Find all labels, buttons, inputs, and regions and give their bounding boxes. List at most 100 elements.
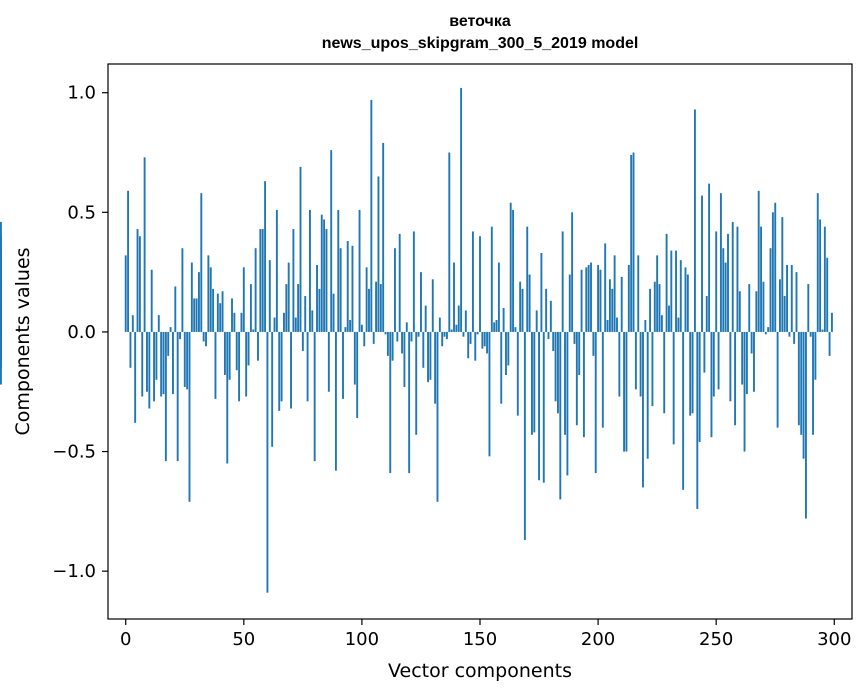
bar xyxy=(528,274,531,332)
bar xyxy=(438,317,441,332)
bar xyxy=(219,303,222,332)
bar xyxy=(497,262,500,332)
bar xyxy=(181,248,184,332)
bar xyxy=(575,331,578,426)
y-tick-label: 0.5 xyxy=(67,202,96,223)
bar xyxy=(547,331,550,340)
bar xyxy=(252,329,255,332)
bar xyxy=(127,190,130,332)
bar xyxy=(495,319,498,332)
bar xyxy=(630,154,633,332)
bar xyxy=(216,293,219,332)
bar xyxy=(297,284,300,332)
bar xyxy=(693,109,696,332)
bar xyxy=(554,331,557,402)
bar xyxy=(141,331,144,397)
bar xyxy=(292,229,295,332)
bar xyxy=(476,331,479,335)
bar xyxy=(745,331,748,395)
bar xyxy=(436,331,439,502)
bar xyxy=(396,331,399,342)
bar xyxy=(443,331,446,337)
bar xyxy=(731,221,734,332)
bar xyxy=(682,331,685,490)
bar xyxy=(273,317,276,332)
bar xyxy=(741,331,744,385)
plot-frame xyxy=(107,63,853,620)
bar xyxy=(403,331,406,387)
x-axis-label: Vector components xyxy=(388,660,572,682)
bar xyxy=(143,157,146,332)
bar xyxy=(762,281,765,332)
bar xyxy=(205,331,207,347)
bar xyxy=(738,291,741,332)
bar xyxy=(755,291,758,332)
bar xyxy=(164,331,167,462)
bar xyxy=(819,219,822,332)
bar xyxy=(183,331,186,387)
bar xyxy=(564,331,566,435)
bar xyxy=(346,241,349,332)
bar xyxy=(394,248,396,332)
bar xyxy=(445,331,448,340)
bar xyxy=(162,331,165,395)
bar xyxy=(434,331,437,404)
bar xyxy=(826,257,829,332)
bar xyxy=(275,209,278,332)
bar xyxy=(642,331,644,488)
bar xyxy=(658,284,661,332)
bar xyxy=(405,322,408,332)
bar xyxy=(594,331,597,474)
bar xyxy=(214,331,217,399)
bar xyxy=(193,298,196,332)
bar xyxy=(278,331,281,411)
bar xyxy=(823,226,826,332)
bar xyxy=(351,245,354,332)
bar xyxy=(490,226,493,332)
bar xyxy=(715,231,718,332)
bar xyxy=(604,243,607,332)
bar xyxy=(802,331,805,459)
y-axis-ticks: −1.0 −0.5 0.0 0.5 1.0 xyxy=(52,83,108,582)
bar xyxy=(809,331,812,337)
bar xyxy=(417,331,420,337)
x-axis-ticks: 0 50 100 150 200 250 300 xyxy=(120,619,851,650)
bar xyxy=(597,264,600,332)
bar xyxy=(370,99,373,332)
bar xyxy=(514,327,517,332)
bar xyxy=(360,324,363,332)
bar xyxy=(148,331,151,409)
bar xyxy=(795,272,798,332)
bar xyxy=(415,331,418,435)
bar xyxy=(377,176,380,332)
bar xyxy=(353,331,356,385)
bar xyxy=(342,331,344,399)
bar xyxy=(240,312,243,332)
bar xyxy=(578,331,581,375)
bar xyxy=(169,327,172,332)
bar xyxy=(748,284,751,332)
bar xyxy=(656,255,659,332)
bar xyxy=(155,331,158,380)
bar xyxy=(776,331,779,428)
bar xyxy=(221,291,224,332)
bar xyxy=(743,331,746,452)
bar xyxy=(410,331,413,342)
bar xyxy=(356,331,359,419)
bar xyxy=(535,310,538,332)
bar xyxy=(757,190,760,332)
bar xyxy=(309,209,311,332)
bar xyxy=(507,331,510,366)
bar xyxy=(797,331,800,426)
bar-series xyxy=(0,87,833,593)
bar xyxy=(519,281,522,332)
bar xyxy=(668,305,670,332)
bar xyxy=(830,312,833,332)
bar xyxy=(585,267,588,332)
bar xyxy=(816,193,819,332)
bar xyxy=(552,331,555,352)
bar xyxy=(805,331,807,519)
bar xyxy=(800,331,803,435)
bar xyxy=(686,274,689,332)
